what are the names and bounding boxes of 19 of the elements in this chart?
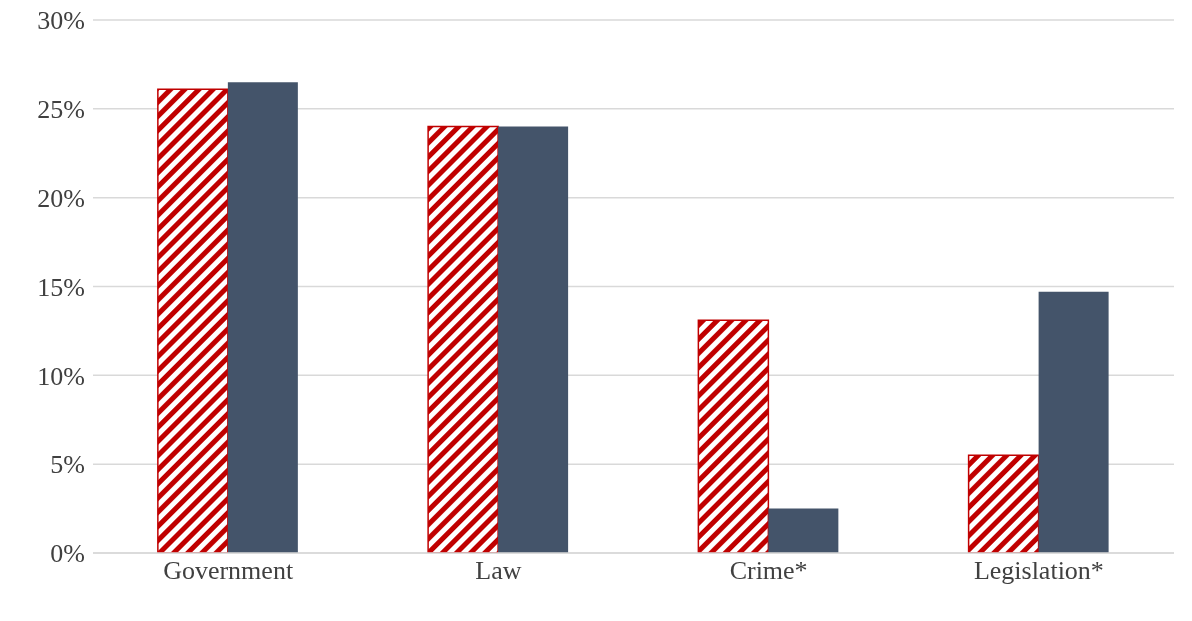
bar bbox=[697, 319, 770, 553]
y-tick-label: 30% bbox=[37, 6, 85, 36]
x-tick-label: Law bbox=[475, 556, 522, 586]
y-tick-label: 5% bbox=[50, 450, 85, 480]
bar bbox=[1038, 291, 1109, 553]
y-tick-label: 10% bbox=[37, 361, 85, 391]
bar bbox=[967, 454, 1040, 553]
y-tick-label: 0% bbox=[50, 539, 85, 569]
bar bbox=[768, 508, 839, 553]
y-tick-label: 20% bbox=[37, 183, 85, 213]
x-tick-label: Government bbox=[163, 556, 294, 586]
x-tick-label: Legislation* bbox=[973, 556, 1104, 586]
bar bbox=[427, 125, 499, 553]
bar bbox=[498, 126, 569, 553]
bar bbox=[227, 82, 298, 553]
y-tick-label: 25% bbox=[37, 95, 85, 125]
x-tick-label: Crime* bbox=[729, 556, 808, 586]
bar bbox=[157, 88, 229, 553]
y-tick-label: 15% bbox=[37, 272, 85, 302]
